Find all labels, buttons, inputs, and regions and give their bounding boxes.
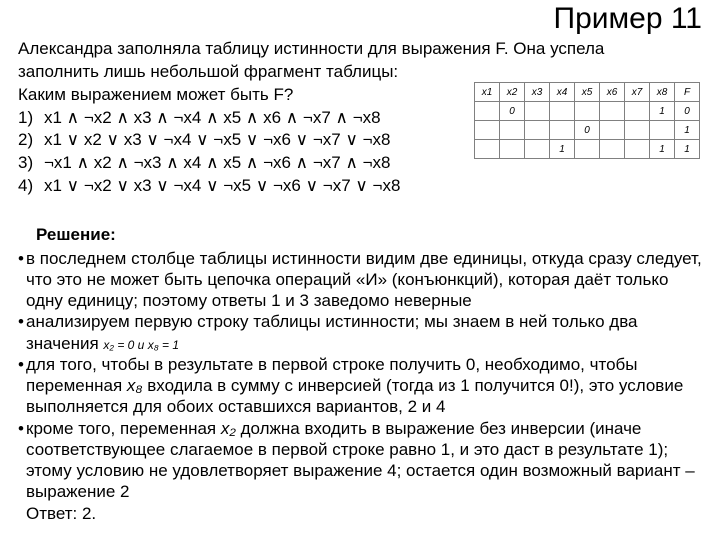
cell: 0	[575, 121, 600, 140]
th-x3: x3	[525, 83, 550, 102]
table-header-row: x1 x2 x3 x4 x5 x6 x7 x8 F	[475, 83, 700, 102]
th-x5: x5	[575, 83, 600, 102]
option-4: 4) x1 ∨ ¬x2 ∨ x3 ∨ ¬x4 ∨ ¬x5 ∨ ¬x6 ∨ ¬x7…	[18, 175, 702, 198]
cell: 1	[675, 121, 700, 140]
cell	[550, 121, 575, 140]
option-expr: x1 ∨ x2 ∨ x3 ∨ ¬x4 ∨ ¬x5 ∨ ¬x6 ∨ ¬x7 ∨ ¬…	[44, 129, 391, 152]
content: Александра заполняла таблицу истинности …	[0, 0, 720, 524]
th-f: F	[675, 83, 700, 102]
math-and: и	[134, 338, 147, 352]
cell	[550, 102, 575, 121]
bullet-1: в последнем столбце таблицы истинности в…	[26, 248, 702, 312]
th-x1: x1	[475, 83, 500, 102]
bullet-2: анализируем первую строку таблицы истинн…	[26, 311, 702, 354]
cell	[475, 121, 500, 140]
cell	[625, 102, 650, 121]
th-x6: x6	[600, 83, 625, 102]
cell	[525, 121, 550, 140]
cell	[600, 121, 625, 140]
option-num: 4)	[18, 175, 38, 198]
cell: 0	[500, 102, 525, 121]
th-x4: x4	[550, 83, 575, 102]
var-x8: x₈	[127, 376, 143, 395]
solution: Решение: в последнем столбце таблицы ист…	[18, 224, 702, 524]
cell	[600, 102, 625, 121]
solution-title: Решение:	[36, 224, 702, 245]
table-row: 0 1	[475, 121, 700, 140]
bullet-4: кроме того, переменная x₂ должна входить…	[26, 418, 702, 503]
cell	[500, 121, 525, 140]
th-x2: x2	[500, 83, 525, 102]
cell: 1	[650, 102, 675, 121]
math-x8: x₈ = 1	[148, 338, 179, 352]
table-row: 0 1 0	[475, 102, 700, 121]
cell	[600, 140, 625, 159]
truth-table: x1 x2 x3 x4 x5 x6 x7 x8 F 0 1 0 0 1 1	[474, 82, 700, 159]
bullet-3: для того, чтобы в результате в первой ст…	[26, 354, 702, 418]
option-num: 1)	[18, 107, 38, 130]
intro-line-2: заполнить лишь небольшой фрагмент таблиц…	[18, 61, 702, 82]
cell	[625, 140, 650, 159]
option-expr: x1 ∨ ¬x2 ∨ x3 ∨ ¬x4 ∨ ¬x5 ∨ ¬x6 ∨ ¬x7 ∨ …	[44, 175, 400, 198]
cell	[575, 140, 600, 159]
cell	[625, 121, 650, 140]
cell	[575, 102, 600, 121]
page-title: Пример 11	[554, 2, 702, 36]
answer: Ответ: 2.	[26, 503, 702, 524]
th-x7: x7	[625, 83, 650, 102]
cell: 1	[675, 140, 700, 159]
cell: 1	[550, 140, 575, 159]
cell	[525, 102, 550, 121]
option-expr: x1 ∧ ¬x2 ∧ x3 ∧ ¬x4 ∧ x5 ∧ x6 ∧ ¬x7 ∧ ¬x…	[44, 107, 381, 130]
cell	[475, 102, 500, 121]
table-row: 1 1 1	[475, 140, 700, 159]
th-x8: x8	[650, 83, 675, 102]
option-expr: ¬x1 ∧ x2 ∧ ¬x3 ∧ x4 ∧ x5 ∧ ¬x6 ∧ ¬x7 ∧ ¬…	[44, 152, 391, 175]
cell: 1	[650, 140, 675, 159]
option-num: 2)	[18, 129, 38, 152]
cell	[650, 121, 675, 140]
cell	[525, 140, 550, 159]
var-x2: x₂	[221, 419, 236, 438]
intro-line-1: Александра заполняла таблицу истинности …	[18, 38, 702, 59]
cell: 0	[675, 102, 700, 121]
option-num: 3)	[18, 152, 38, 175]
math-x2: x₂ = 0	[103, 338, 134, 352]
cell	[475, 140, 500, 159]
cell	[500, 140, 525, 159]
